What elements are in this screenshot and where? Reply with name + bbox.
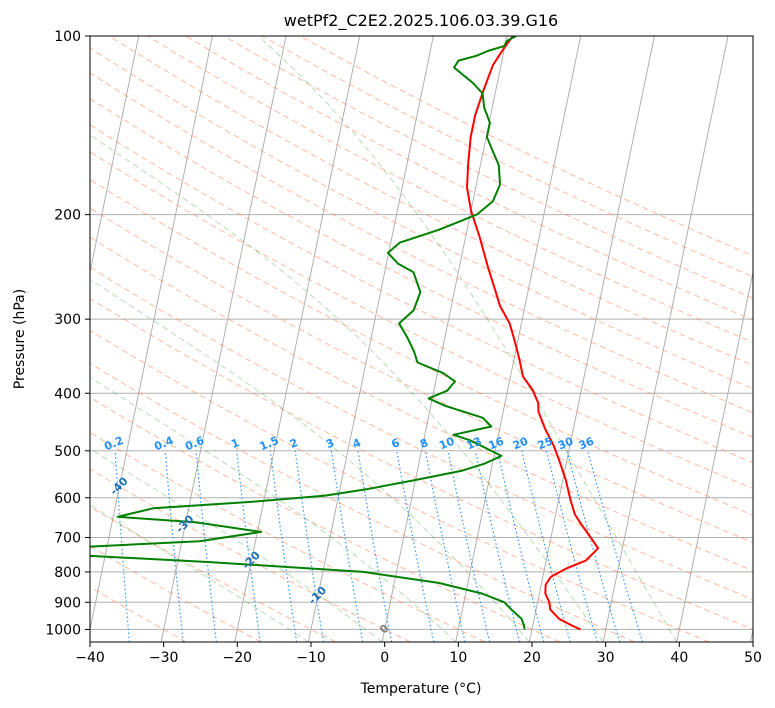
mixing-ratio-line: [236, 450, 261, 642]
isotherm-line: [90, 36, 213, 632]
dry-adiabat: [90, 151, 753, 490]
mixing-ratio-line: [195, 450, 217, 642]
x-tick-label: −30: [149, 650, 179, 666]
mixing-ratio-line: [114, 450, 131, 642]
dry-adiabat: [90, 506, 336, 642]
mixing-ratio-line: [164, 450, 184, 642]
plot-frame: [89, 35, 754, 643]
mixing-ratio-line: [269, 450, 298, 642]
y-axis-title: Pressure (hPa): [12, 289, 28, 389]
dewpoint-profile: [90, 36, 526, 630]
isotherm-line: [676, 269, 753, 642]
mixing-ratio-label: 16: [487, 435, 506, 453]
mixing-ratio-line: [566, 450, 621, 642]
mixing-ratio-label: 3: [324, 436, 336, 451]
dry-adiabat: [90, 468, 411, 642]
dry-adiabat: [185, 36, 753, 321]
isotherm-line: [528, 36, 655, 642]
dry-adiabat: [90, 47, 753, 390]
x-tick-label: 40: [670, 650, 688, 666]
y-tick-label: 100: [54, 29, 81, 45]
series-layer: [90, 36, 600, 631]
x-tick-label: −40: [75, 650, 105, 666]
isotherm-line: [234, 36, 361, 642]
x-tick-label: −20: [223, 650, 253, 666]
y-tick-label: 800: [54, 565, 81, 581]
y-tick-label: 600: [54, 491, 81, 507]
dry-adiabat: [90, 396, 560, 642]
x-tick-label: 20: [523, 650, 541, 666]
dry-adiabat: [223, 36, 753, 299]
dry-adiabat: [90, 207, 753, 544]
mixing-ratio-label: 2: [288, 436, 300, 451]
mixing-ratio-label: 30: [556, 435, 575, 453]
x-axis-title: Temperature (°C): [360, 681, 482, 697]
dry-adiabat: [90, 236, 753, 572]
x-tick-label: −10: [296, 650, 326, 666]
moist-adiabat: [90, 134, 604, 642]
y-tick-label: 300: [54, 312, 81, 328]
y-tick-label: 500: [54, 444, 81, 460]
mixing-ratio-line: [474, 450, 521, 642]
dry-adiabat: [90, 124, 753, 464]
mixing-ratio-line: [587, 450, 644, 642]
mixing-ratio-label: 1: [229, 436, 241, 451]
mixing-ratio-label: 8: [418, 436, 430, 451]
mixing-ratio-line: [424, 450, 466, 642]
dry-adiabat: [90, 329, 710, 642]
mixing-ratio-label: 20: [511, 435, 530, 453]
mixing-ratio-line: [496, 450, 545, 642]
chart-title: wetPf2_C2E2.2025.106.03.39.G16: [284, 11, 558, 31]
dry-adiabat: [90, 297, 753, 630]
dry-adiabat: [90, 586, 187, 642]
isotherm-line: [160, 36, 287, 642]
temperature-profile: [466, 36, 600, 631]
mixing-ratio-line: [396, 450, 435, 642]
dry-adiabat: [90, 362, 635, 642]
mixing-ratio-label: 10: [437, 435, 456, 453]
mixing-ratio-line: [521, 450, 571, 642]
moist-adiabat: [257, 36, 678, 642]
isotherm-line: [0, 36, 65, 642]
mixing-ratio-label: 25: [536, 435, 555, 453]
isotherm-line: [602, 36, 729, 642]
dry-adiabat: [90, 266, 753, 601]
isotherm-line: [90, 36, 140, 275]
x-tick-label: 50: [744, 650, 762, 666]
moist-adiabat: [90, 448, 383, 642]
x-tick-label: 0: [380, 650, 389, 666]
plot-background: [90, 36, 753, 642]
isotherm-line: [749, 627, 753, 642]
moist-adiabat: [90, 376, 457, 642]
x-tick-label: 30: [597, 650, 615, 666]
y-tick-label: 400: [54, 386, 81, 402]
mixing-ratio-line: [447, 450, 491, 642]
y-tick-label: 200: [54, 208, 81, 224]
dry-adiabat: [109, 36, 753, 366]
y-tick-label: 900: [54, 595, 81, 611]
x-axis: −40 −30 −20 −10 0 10 20 30 40 50: [75, 642, 762, 666]
y-tick-label: 700: [54, 531, 81, 547]
mixing-ratio-label: 36: [577, 435, 596, 453]
y-tick-label: 1000: [45, 622, 81, 638]
x-tick-label: 10: [449, 650, 467, 666]
y-axis: 100 200 300 400 500 600 700 800 900 1000: [45, 29, 90, 638]
mixing-ratio-label: 13: [465, 435, 484, 453]
isotherm-line: [455, 36, 582, 642]
